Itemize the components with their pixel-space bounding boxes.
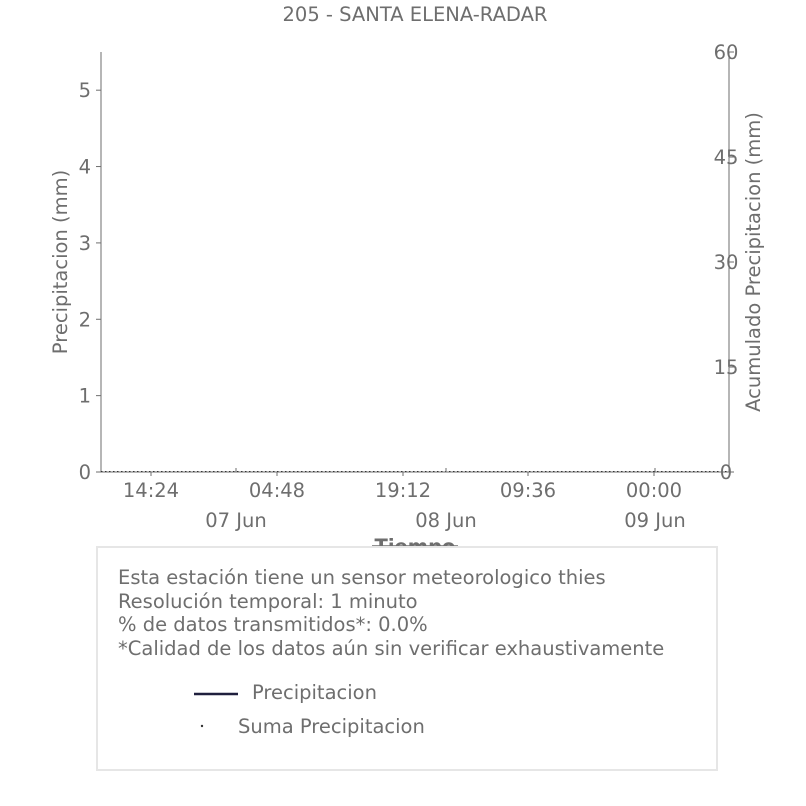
x-date-label: 09 Jun	[624, 509, 685, 532]
y2-axis-label: Acumulado Precipitacion (mm)	[742, 112, 765, 412]
station-info-box: Esta estación tiene un sensor meteorolog…	[96, 546, 718, 771]
right-y-ticks: 0 15 30 45 60	[714, 41, 739, 484]
y2-tick-label: 15	[714, 356, 739, 379]
legend-dot-swatch	[200, 724, 204, 728]
chart-axes	[100, 52, 730, 473]
note-transmitted: % de datos transmitidos*: 0.0%	[118, 613, 428, 636]
x-tick-label: 04:48	[249, 479, 305, 502]
y2-tick-label: 30	[714, 251, 739, 274]
y-tick-label: 0	[79, 461, 91, 484]
y2-tick-label: 45	[714, 146, 739, 169]
legend-line-label: Precipitacion	[252, 681, 377, 704]
y-tick-label: 1	[79, 385, 91, 408]
note-resolution: Resolución temporal: 1 minuto	[118, 589, 418, 613]
x-tick-label: 14:24	[123, 479, 179, 502]
y-tick-label: 4	[79, 156, 91, 179]
chart-title: 205 - SANTA ELENA-RADAR	[283, 3, 548, 26]
y-tick-label: 3	[79, 232, 91, 255]
y2-tick-label: 60	[714, 41, 739, 64]
x-tick-label: 09:36	[500, 479, 556, 502]
y-axis-label: Precipitacion (mm)	[49, 170, 72, 354]
y-tick-label: 2	[79, 308, 91, 331]
legend-line-swatch	[194, 692, 238, 696]
x-date-label: 08 Jun	[415, 509, 476, 532]
x-time-ticks: 14:24 04:48 19:12 09:36 00:00	[123, 472, 682, 502]
x-tick-label: 00:00	[626, 479, 682, 502]
left-y-ticks: 0 1 2 3 4 5	[79, 79, 101, 484]
x-date-label: 07 Jun	[205, 509, 266, 532]
station-notes: Esta estación tiene un sensor meteorolog…	[118, 566, 664, 660]
note-sensor: Esta estación tiene un sensor meteorolog…	[118, 566, 606, 589]
y2-tick-label: 0	[720, 461, 732, 484]
legend-dot-label: Suma Precipitacion	[238, 715, 425, 738]
note-quality: *Calidad de los datos aún sin verificar …	[118, 636, 665, 660]
x-date-ticks: 07 Jun 08 Jun 09 Jun	[205, 468, 686, 532]
x-tick-label: 19:12	[375, 479, 431, 502]
y-tick-label: 5	[79, 79, 91, 102]
